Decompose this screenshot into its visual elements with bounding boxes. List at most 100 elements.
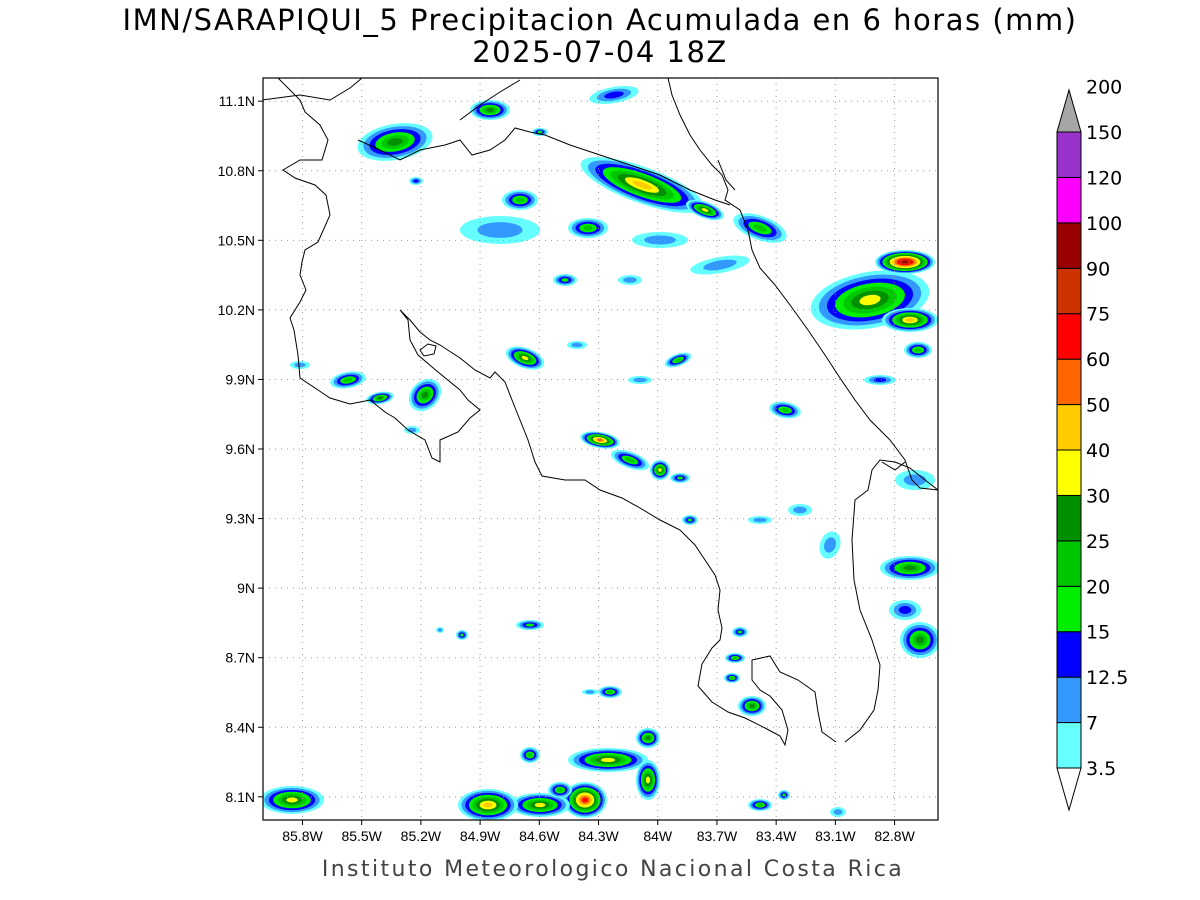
colorbar-label: 12.5 (1086, 667, 1128, 689)
precipitation-contour (903, 565, 917, 571)
colorbar-label: 7 (1086, 713, 1098, 735)
precipitation-cell (686, 199, 724, 221)
lat-tick-label: 10.5N (218, 232, 255, 248)
precipitation-cell (456, 630, 468, 640)
precipitation-contour (703, 259, 737, 271)
precipitation-contour (658, 468, 662, 472)
map-grid (258, 78, 938, 825)
precipitation-cell (580, 431, 620, 449)
precipitation-cell (738, 696, 766, 716)
precipitation-contour (377, 396, 383, 400)
precipitation-cell (889, 600, 921, 620)
precipitation-cell (567, 341, 587, 349)
precipitation-cell (769, 401, 801, 419)
precipitation-contour (915, 636, 925, 644)
precipitation-cell (458, 789, 518, 820)
lon-tick-label: 84.3W (578, 828, 619, 844)
precipitation-contour (901, 260, 909, 264)
colorbar-label: 150 (1086, 122, 1122, 144)
precipitation-contour (753, 224, 767, 232)
colorbar-label: 60 (1086, 349, 1110, 371)
lat-tick-label: 9.6N (225, 441, 255, 457)
precipitation-cell (682, 515, 698, 525)
precipitation-contour (571, 342, 583, 348)
precipitation-contour (625, 457, 635, 463)
precipitation-cell (628, 376, 652, 384)
precipitation-contour (793, 506, 807, 514)
latitude-tick-labels: 11.1N 10.8N 10.5N 10.2N 9.9N 9.6N 9.3N 9… (218, 93, 255, 805)
colorbar-swatch (1056, 540, 1082, 587)
colorbar-label: 200 (1086, 77, 1122, 99)
precipitation-cell (563, 782, 607, 818)
precipitation-contour (898, 606, 912, 614)
precipitation-contour (645, 776, 651, 784)
precipitation-cell (520, 747, 540, 763)
precipitation-cell (470, 100, 510, 120)
precipitation-contour (387, 138, 403, 146)
colorbar-swatch (1056, 222, 1082, 269)
lon-tick-label: 85.8W (282, 828, 323, 844)
colorbar-label: 30 (1086, 485, 1110, 507)
precipitation-contour (343, 377, 353, 383)
precipitation-contour (521, 355, 529, 361)
precipitation-contour (701, 208, 709, 212)
lat-tick-label: 9.3N (225, 511, 255, 527)
lat-tick-label: 9N (237, 580, 255, 596)
precipitation-cell (510, 793, 570, 817)
map-subtitle-datetime: 2025-07-04 18Z (472, 35, 728, 69)
precipitation-contour (537, 130, 543, 134)
lon-tick-label: 84.9W (460, 828, 501, 844)
precipitation-contour (597, 438, 603, 442)
lon-tick-label: 84W (643, 828, 673, 844)
precipitation-contour (585, 690, 595, 694)
longitude-tick-labels: 85.8W 85.5W 85.2W 84.9W 84.6W 84.3W 84W … (282, 828, 915, 844)
lat-tick-label: 10.2N (218, 302, 255, 318)
precipitation-contour (732, 656, 738, 660)
precipitation-contour (600, 757, 616, 763)
colorbar-swatch (1056, 722, 1082, 769)
precipitation-contour (859, 294, 881, 306)
precipitation-cell (900, 622, 938, 658)
colorbar-swatch (1056, 676, 1082, 724)
precipitation-contour (561, 278, 569, 282)
precipitation-contour (557, 788, 563, 792)
precipitation-contour (437, 628, 443, 632)
precipitation-cell (357, 123, 433, 161)
precipitation-contour (914, 348, 922, 352)
precipitation-cell (505, 346, 545, 370)
precipitation-cell (263, 786, 324, 814)
precipitation-contour (833, 809, 843, 815)
lon-tick-label: 83.1W (815, 828, 856, 844)
lon-tick-label: 84.6W (519, 828, 560, 844)
precipitation-cell (830, 807, 846, 817)
precipitation-cell (436, 627, 444, 633)
precipitation-contour (873, 378, 887, 382)
lat-tick-label: 8.1N (225, 789, 255, 805)
precipitation-cell (875, 250, 935, 274)
precipitation-contour (485, 107, 495, 113)
precipitation-cell (748, 799, 772, 811)
precipitation-contour (607, 690, 613, 694)
lat-tick-label: 9.9N (225, 371, 255, 387)
precipitation-contour (737, 630, 743, 634)
precipitation-contour (903, 474, 927, 486)
precipitation-contour (676, 476, 684, 480)
precipitation-contour (413, 179, 419, 183)
precipitation-cell (611, 449, 649, 471)
precipitation-contour (582, 797, 588, 803)
precipitation-cell (819, 531, 841, 559)
lon-tick-label: 83.4W (756, 828, 797, 844)
precipitation-cell (664, 352, 692, 368)
precipitation-contour (730, 676, 734, 680)
precipitation-contour (687, 518, 693, 522)
lat-tick-label: 10.8N (218, 163, 255, 179)
precipitation-cell (598, 686, 622, 698)
colorbar-swatch (1056, 449, 1082, 496)
precipitation-contour (583, 225, 593, 231)
precipitation-cell (788, 504, 812, 516)
map-title: IMN/SARAPIQUI_5 Precipitacion Acumulada … (122, 3, 1078, 37)
precipitation-contour (674, 358, 682, 362)
precipitation-cell (516, 620, 544, 630)
precipitation-contour (749, 703, 755, 709)
